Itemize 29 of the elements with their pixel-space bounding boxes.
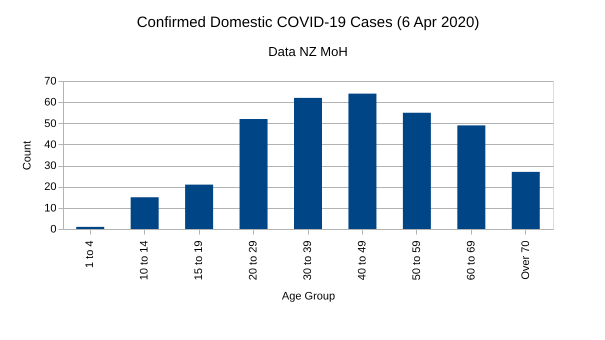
bar <box>130 197 159 229</box>
y-tick-label: 0 <box>50 224 56 236</box>
x-tick-label: 60 to 69 <box>465 240 478 280</box>
y-axis-title: Count <box>21 140 34 170</box>
bar <box>294 98 322 229</box>
x-tick-label: 50 to 59 <box>410 240 423 280</box>
bar <box>402 112 431 229</box>
x-tick-label: 30 to 39 <box>302 240 314 280</box>
y-tick-label: 60 <box>44 96 56 109</box>
y-tick-label: 40 <box>44 138 56 151</box>
x-tick-label: 40 to 49 <box>356 240 368 280</box>
bar <box>348 94 376 229</box>
x-tick-label: 15 to 19 <box>193 240 206 280</box>
y-tick-label: 20 <box>44 181 56 194</box>
bar <box>240 119 268 229</box>
bar <box>512 172 540 229</box>
x-tick-label: 20 to 29 <box>248 240 260 280</box>
x-tick-label: 1 to 4 <box>84 240 96 268</box>
x-tick-label: Over 70 <box>520 240 532 280</box>
x-axis-title: Age Group <box>282 290 336 302</box>
x-tick-label: 10 to 14 <box>138 240 151 280</box>
bar <box>185 184 214 229</box>
bar <box>457 125 486 229</box>
chart-title: Confirmed Domestic COVID-19 Cases (6 Apr 2020) <box>136 14 480 31</box>
chart-subtitle: Data NZ MoH <box>268 44 348 59</box>
y-tick-label: 30 <box>44 160 56 172</box>
y-tick-label: 70 <box>44 76 56 88</box>
y-tick-label: 50 <box>44 118 56 130</box>
y-tick-label: 10 <box>44 202 56 214</box>
